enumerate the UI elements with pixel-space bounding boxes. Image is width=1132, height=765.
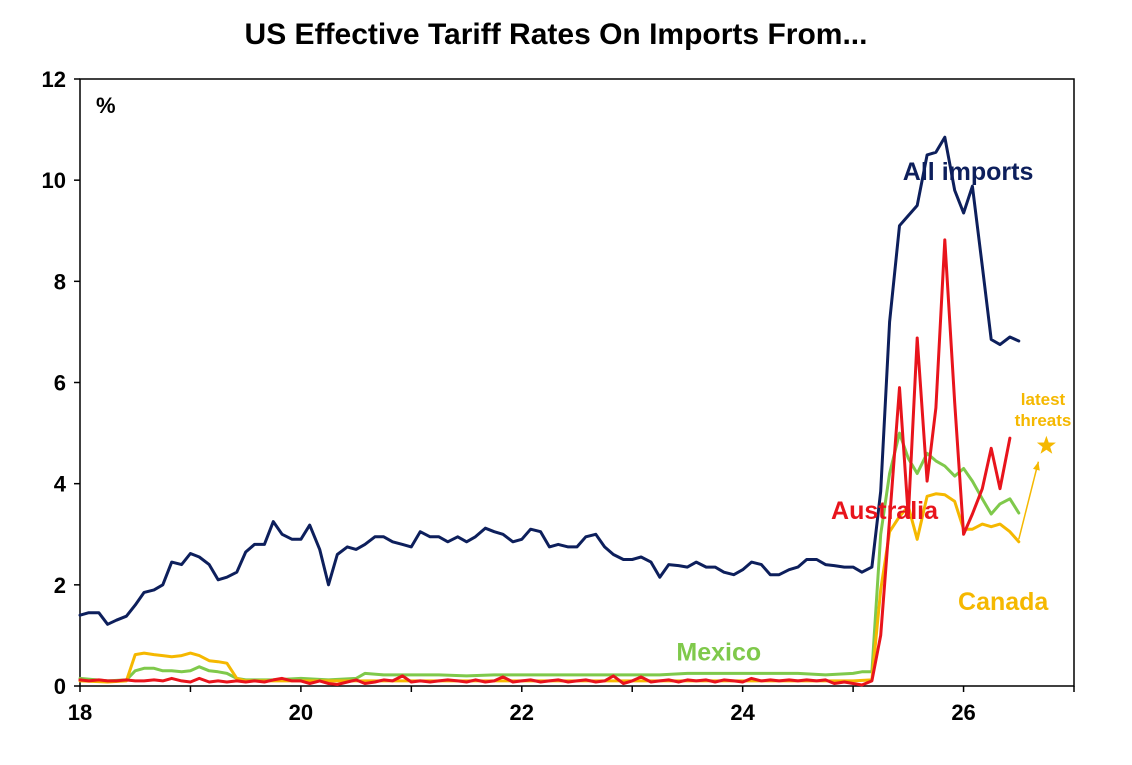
y-axis-unit-label: %	[96, 93, 116, 118]
mexico-label: Mexico	[676, 639, 761, 667]
latest-threats-annotation: latest threats	[1015, 390, 1072, 540]
x-tick-label: 22	[510, 700, 534, 725]
x-tick-label: 26	[951, 700, 975, 725]
y-tick-label: 0	[54, 674, 66, 699]
series-labels: All imports Australia Canada Mexico	[676, 158, 1049, 667]
y-axis: 0 2 4 6 8 10 12	[42, 67, 80, 699]
canada-label: Canada	[958, 588, 1049, 616]
all-imports-label: All imports	[903, 158, 1034, 186]
y-tick-label: 12	[42, 67, 66, 92]
annotation-arrowhead	[1033, 461, 1040, 471]
y-tick-label: 4	[54, 472, 67, 497]
y-tick-label: 8	[54, 269, 66, 294]
mexico-line	[78, 431, 1021, 683]
x-tick-label: 24	[730, 700, 755, 725]
australia-label: Australia	[831, 497, 939, 525]
annotation-arrow-line	[1018, 461, 1040, 540]
annotation-text: threats	[1015, 411, 1072, 430]
series-lines	[78, 135, 1021, 687]
y-tick-label: 2	[54, 573, 66, 598]
x-tick-label: 18	[68, 700, 92, 725]
y-tick-label: 10	[42, 168, 66, 193]
x-axis: 18 20 22 24 26	[68, 686, 1075, 725]
all-imports-line	[78, 135, 1021, 626]
chart-title: US Effective Tariff Rates On Imports Fro…	[245, 18, 868, 51]
australia-line	[78, 238, 1012, 687]
x-tick-label: 20	[289, 700, 313, 725]
y-tick-label: 6	[54, 371, 66, 396]
annotation-text: latest	[1021, 390, 1066, 409]
star-icon	[1036, 435, 1056, 454]
